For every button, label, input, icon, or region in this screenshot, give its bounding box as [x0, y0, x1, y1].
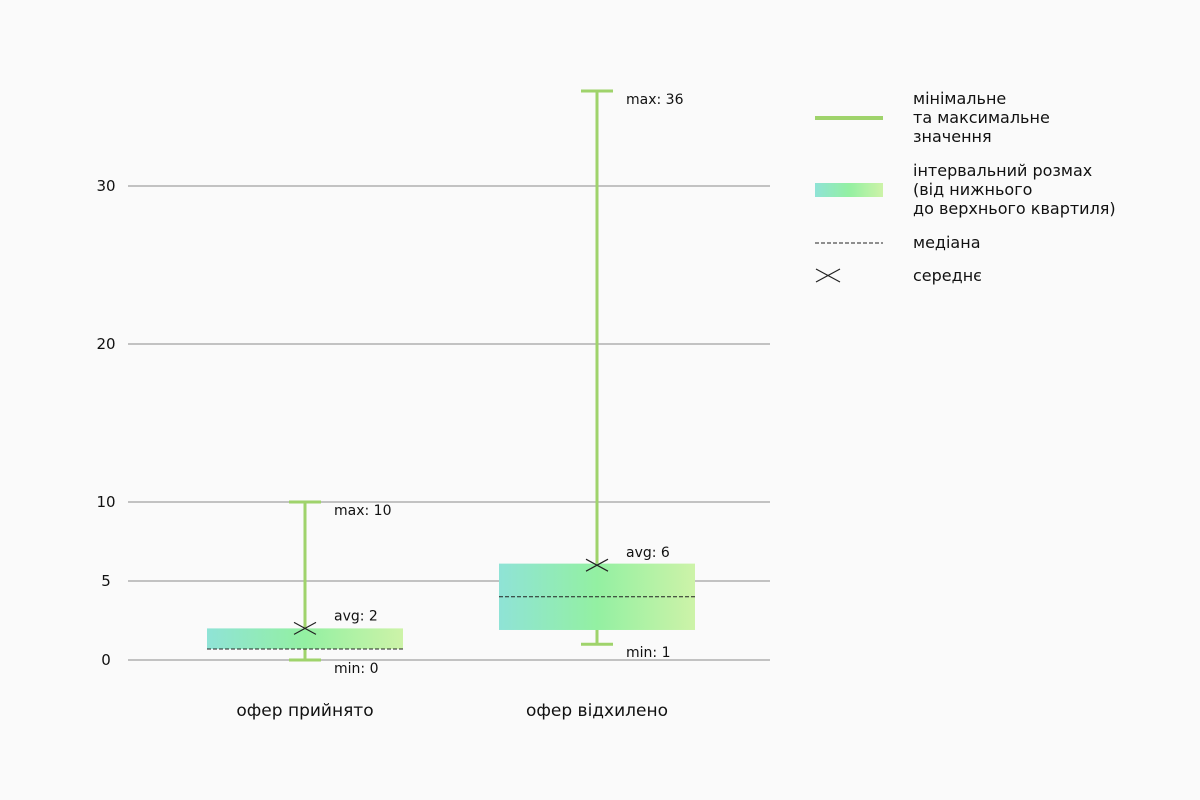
- legend-mean-stroke: [815, 268, 841, 283]
- category-labels: офер прийнято офер відхилено: [236, 701, 668, 721]
- legend-text: мінімальне: [913, 89, 1006, 108]
- legend-text: середнє: [913, 266, 982, 285]
- category-label: офер прийнято: [236, 701, 373, 721]
- y-tick-label: 0: [101, 651, 111, 669]
- y-tick-label: 30: [96, 177, 115, 195]
- legend-text: інтервальний розмах: [913, 161, 1092, 180]
- category-label: офер відхилено: [526, 701, 668, 721]
- legend-text: значення: [913, 127, 992, 146]
- boxes: max: 10 avg: 2 min: 0 max: 36 avg: 6 min: 1: [207, 89, 695, 677]
- mean-marker: [585, 558, 609, 572]
- box-group: max: 36 avg: 6 min: 1: [499, 89, 695, 661]
- y-tick-label: 20: [96, 335, 115, 353]
- mean-label: avg: 6: [626, 545, 670, 561]
- min-label: min: 0: [334, 661, 378, 677]
- legend-item-median: медіана: [815, 233, 981, 252]
- legend-text: до верхнього квартиля): [913, 199, 1116, 218]
- mean-stroke: [585, 558, 609, 572]
- legend-text: та максимальне: [913, 108, 1050, 127]
- legend-item-mean: середнє: [815, 266, 982, 285]
- y-axis-ticks: 0 5 10 20 30: [96, 177, 115, 669]
- box-group: max: 10 avg: 2 min: 0: [207, 500, 403, 677]
- legend-text: медіана: [913, 233, 981, 252]
- max-label: max: 10: [334, 503, 391, 519]
- legend-text: (від нижнього: [913, 180, 1032, 199]
- max-label: max: 36: [626, 92, 684, 108]
- mean-stroke: [293, 621, 317, 635]
- min-label: min: 1: [626, 645, 670, 661]
- y-tick-label: 10: [96, 493, 115, 511]
- legend-box-swatch: [815, 183, 883, 197]
- iqr-box: [207, 628, 403, 649]
- mean-label: avg: 2: [334, 608, 378, 624]
- mean-marker: [293, 621, 317, 635]
- y-tick-label: 5: [101, 572, 111, 590]
